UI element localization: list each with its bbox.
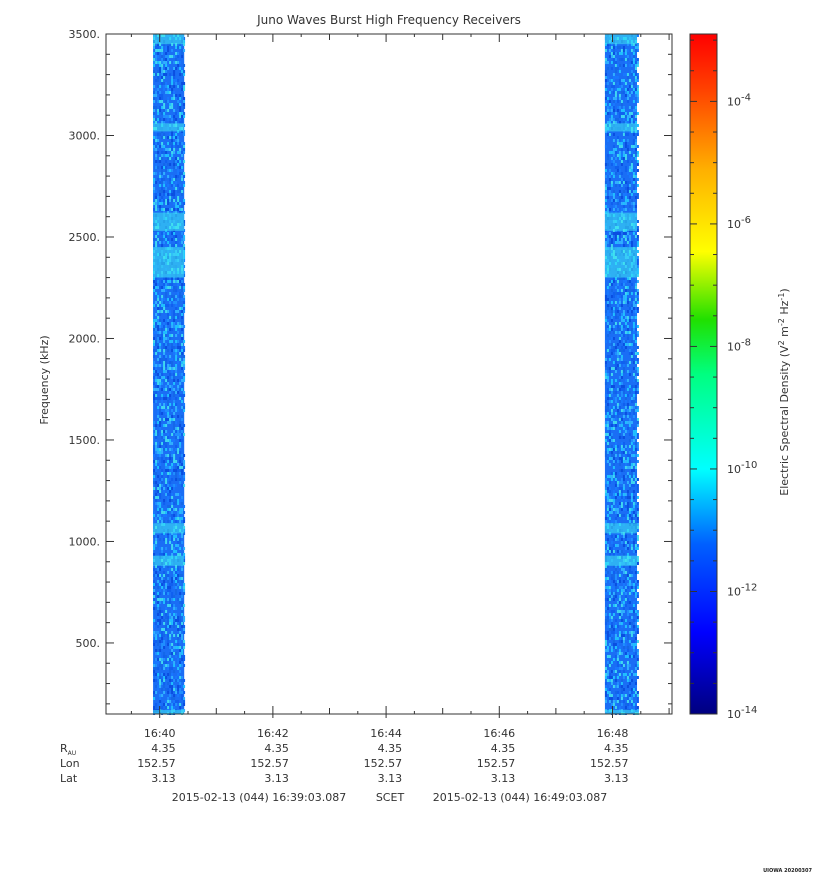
ephemeris-value: 4.35 [378,742,403,755]
colorbar [689,33,718,715]
burst-band-1 [153,34,186,715]
colorbar-tick-label: 10-14 [727,705,757,721]
y-axis-ticks: 500. 1000. 1500. 2000. 2500. 3000. 3500. [69,28,672,705]
ephemeris-value: 3.13 [264,772,289,785]
colorbar-tick-label: 10-12 [727,582,757,598]
colorbar-tick-label: 10-4 [727,92,751,108]
footer-scet: SCET [376,791,405,804]
y-tick-label: 3500. [69,28,101,41]
ephemeris-value: 152.57 [477,757,516,770]
x-tick-label: 16:42 [257,727,289,740]
ephemeris-value: 4.35 [604,742,629,755]
ephemeris-value: 4.35 [151,742,176,755]
y-axis-label: Frequency (kHz) [38,335,51,424]
ephemeris-value: 152.57 [137,757,176,770]
x-tick-label: 16:46 [483,727,515,740]
ephemeris-value: 152.57 [250,757,289,770]
colorbar-tick-label: 10-10 [727,460,757,476]
chart-title: Juno Waves Burst High Frequency Receiver… [256,13,521,27]
ephemeris-value: 3.13 [151,772,176,785]
colorbar-tick-label: 10-8 [727,337,751,353]
ephemeris-value: 152.57 [364,757,403,770]
x-tick-label: 16:44 [370,727,402,740]
ephemeris-value: 4.35 [491,742,516,755]
y-tick-label: 500. [76,637,101,650]
uiowa-stamp: UIOWA 20200307 [763,868,812,874]
y-tick-label: 1500. [69,434,101,447]
ephemeris-value: 3.13 [378,772,403,785]
plot-frame [105,33,673,715]
ephemeris-value: 3.13 [604,772,629,785]
colorbar-ticks: 10-14 10-12 10-10 10-8 10-6 10-4 [690,39,757,721]
ephemeris-table: RAU 4.35 4.35 4.35 4.35 4.35 Lon 152.57 152.57 15… [60,742,628,785]
ephemeris-row-label: Lon [60,757,80,770]
ephemeris-row-label: Lat [60,772,78,785]
y-tick-label: 2000. [69,332,101,345]
y-tick-label: 2500. [69,231,101,244]
footer-end: 2015-02-13 (044) 16:49:03.087 [433,791,607,804]
ephemeris-row-label: RAU [60,742,76,757]
ephemeris-value: 3.13 [491,772,516,785]
y-tick-label: 1000. [69,535,101,548]
burst-band-2 [604,34,639,715]
colorbar-label: Electric Spectral Density (V2 m-2 Hz-1) [777,288,791,495]
x-axis-ticks: 16:40 16:42 16:44 16:46 16:48 [130,34,670,740]
x-tick-label: 16:48 [597,727,629,740]
ephemeris-value: 152.57 [590,757,629,770]
colorbar-tick-label: 10-6 [727,215,751,231]
burst-bands [153,34,639,715]
x-tick-label: 16:40 [144,727,176,740]
y-tick-label: 3000. [69,129,101,142]
ephemeris-value: 4.35 [264,742,289,755]
footer-start: 2015-02-13 (044) 16:39:03.087 [172,791,346,804]
